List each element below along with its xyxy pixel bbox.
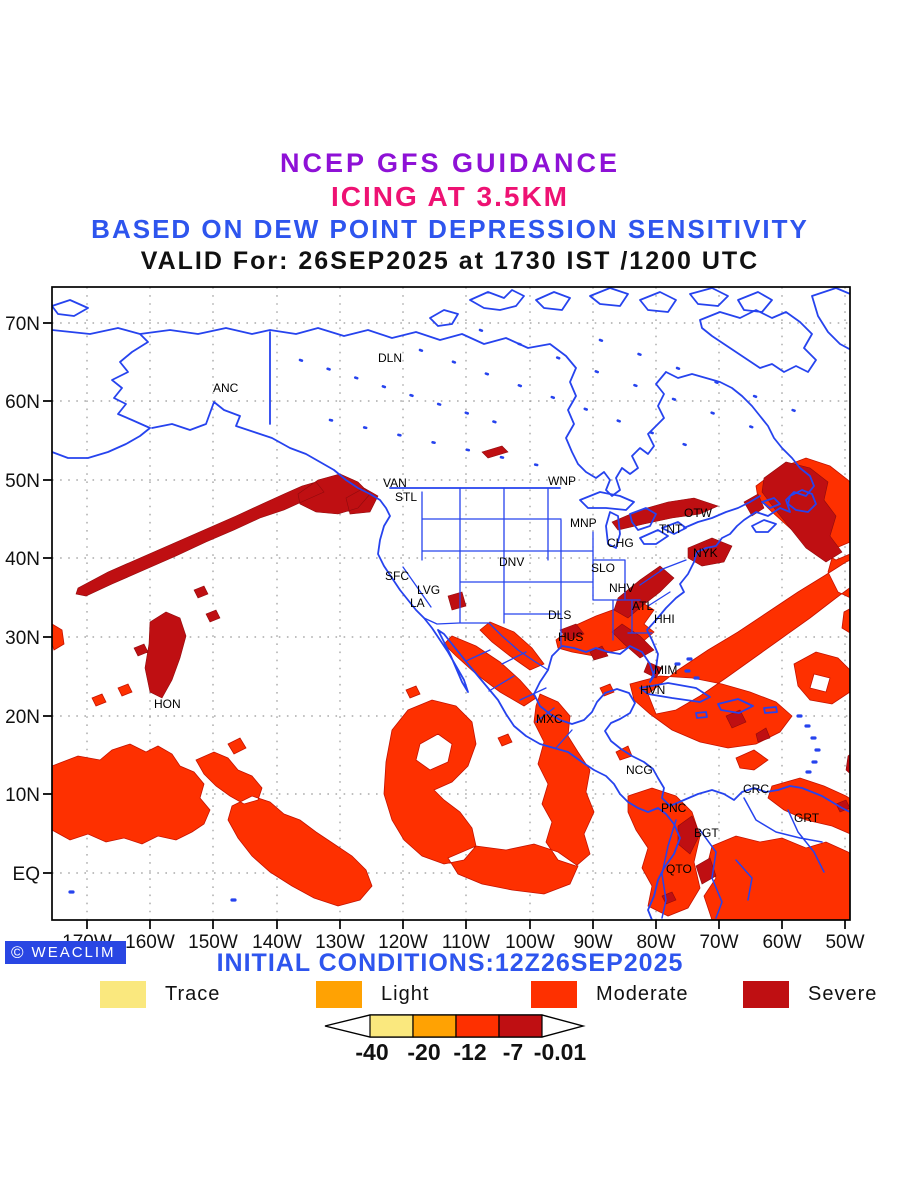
latitude-labels: 70N 60N 50N 40N 30N 20N 10N EQ bbox=[5, 314, 40, 885]
lon-label-50w: 50W bbox=[825, 932, 864, 953]
legend-item-moderate: Moderate bbox=[531, 981, 689, 1008]
city-label-dls: DLS bbox=[548, 608, 571, 622]
city-label-grt: GRT bbox=[794, 811, 820, 825]
city-label-mxc: MXC bbox=[536, 712, 563, 726]
moderate-icing-layer bbox=[52, 457, 850, 920]
city-label-mim: MIM bbox=[654, 663, 677, 677]
city-label-hus: HUS bbox=[558, 630, 583, 644]
city-label-otw: OTW bbox=[684, 506, 713, 520]
legend-label-light: Light bbox=[381, 983, 430, 1005]
colorbar-cell-trace bbox=[369, 1014, 414, 1038]
title-method: BASED ON DEW POINT DEPRESSION SENSITIVIT… bbox=[91, 214, 809, 245]
map-border bbox=[51, 286, 851, 921]
city-label-van: VAN bbox=[383, 476, 407, 490]
lon-label-80w: 80W bbox=[636, 932, 675, 953]
light-swatch bbox=[316, 981, 362, 1008]
city-label-slo: SLO bbox=[591, 561, 615, 575]
island-dots bbox=[68, 657, 821, 902]
city-label-lvg: LVG bbox=[417, 583, 440, 597]
lon-label-110w: 110W bbox=[442, 932, 490, 953]
lat-label-30n: 30N bbox=[5, 628, 40, 649]
south-america-rivers bbox=[661, 797, 825, 919]
colorbar-cell-light bbox=[412, 1014, 457, 1038]
city-label-nyk: NYK bbox=[693, 546, 718, 560]
lon-label-130w: 130W bbox=[315, 932, 365, 953]
lon-label-160w: 160W bbox=[125, 932, 175, 953]
city-label-wnp: WNP bbox=[548, 474, 576, 488]
icing-map: 70N 60N 50N 40N 30N 20N 10N EQ 170W 160W… bbox=[5, 286, 865, 953]
city-label-sfc: SFC bbox=[385, 569, 409, 583]
copyright-icon: © bbox=[11, 943, 26, 962]
colorbar-tick-12: -12 bbox=[453, 1039, 486, 1065]
title-block: NCEP GFS GUIDANCE ICING AT 3.5KM BASED O… bbox=[0, 147, 900, 276]
colorbar-cell-severe bbox=[498, 1014, 543, 1038]
severe-swatch bbox=[743, 981, 789, 1008]
city-label-anc: ANC bbox=[213, 381, 239, 395]
lon-label-70w: 70W bbox=[699, 932, 738, 953]
city-label-la: LA bbox=[410, 596, 425, 610]
lon-label-90w: 90W bbox=[573, 932, 612, 953]
lon-label-60w: 60W bbox=[762, 932, 801, 953]
legend-label-moderate: Moderate bbox=[596, 983, 689, 1005]
city-label-hvn: HVN bbox=[640, 683, 665, 697]
lon-label-150w: 150W bbox=[188, 932, 238, 953]
lon-label-120w: 120W bbox=[378, 932, 428, 953]
legend-item-trace: Trace bbox=[100, 981, 220, 1008]
lon-label-140w: 140W bbox=[252, 932, 302, 953]
coastlines bbox=[52, 299, 850, 920]
city-label-pnc: PNC bbox=[661, 801, 687, 815]
legend-label-trace: Trace bbox=[165, 983, 221, 1005]
city-label-atl: ATL bbox=[632, 599, 653, 613]
caribbean-islands bbox=[639, 682, 778, 719]
lat-label-60n: 60N bbox=[5, 392, 40, 413]
lon-label-100w: 100W bbox=[505, 932, 555, 953]
colorbar-tick-20: -20 bbox=[407, 1039, 440, 1065]
legend-item-light: Light bbox=[316, 981, 429, 1008]
lake-speckles-2 bbox=[328, 348, 702, 472]
city-label-hon: HON bbox=[154, 697, 181, 711]
severe-icing-layer bbox=[75, 445, 850, 905]
lake-speckles-3 bbox=[478, 328, 822, 432]
great-lakes bbox=[579, 491, 687, 549]
trace-swatch bbox=[100, 981, 146, 1008]
logo-text: WEACLIM bbox=[31, 944, 116, 961]
initial-conditions-text: INITIAL CONDITIONS:12Z26SEP2025 bbox=[216, 949, 684, 977]
moderate-swatch bbox=[531, 981, 577, 1008]
lat-label-20n: 20N bbox=[5, 707, 40, 728]
title-valid-time: VALID For: 26SEP2025 at 1730 IST /1200 U… bbox=[140, 246, 760, 275]
city-label-dnv: DNV bbox=[499, 555, 524, 569]
arctic-islands bbox=[429, 287, 850, 373]
weaclim-logo: © WEACLIM bbox=[5, 941, 126, 964]
city-label-bgt: BGT bbox=[694, 826, 719, 840]
city-label-qto: QTO bbox=[666, 862, 692, 876]
legend-item-severe: Severe bbox=[743, 981, 877, 1008]
colorbar-cell-moderate bbox=[455, 1014, 500, 1038]
city-label-hhi: HHI bbox=[654, 612, 675, 626]
legend-label-severe: Severe bbox=[808, 983, 878, 1005]
colorbar-tick-001: -0.01 bbox=[534, 1039, 587, 1065]
title-model: NCEP GFS GUIDANCE bbox=[279, 148, 621, 178]
title-product: ICING AT 3.5KM bbox=[330, 180, 569, 212]
axis-ticks bbox=[43, 322, 846, 929]
city-label-stl: STL bbox=[395, 490, 417, 504]
city-label-ncg: NCG bbox=[626, 763, 653, 777]
city-label-nhv: NHV bbox=[609, 581, 634, 595]
lat-label-50n: 50N bbox=[5, 471, 40, 492]
lake-speckles bbox=[298, 358, 522, 432]
city-label-mnp: MNP bbox=[570, 516, 597, 530]
city-labels: DLN ANC VAN STL WNP MNP CHG OTW TNT NYK … bbox=[154, 351, 820, 876]
colorbar-tick-40: -40 bbox=[355, 1039, 388, 1065]
colorbar-tick-7: -7 bbox=[503, 1039, 523, 1065]
colorbar: -40 -20 -12 -7 -0.01 bbox=[324, 1014, 587, 1065]
city-label-chg: CHG bbox=[607, 536, 634, 550]
city-label-dln: DLN bbox=[378, 351, 402, 365]
lat-label-70n: 70N bbox=[5, 314, 40, 335]
lat-label-10n: 10N bbox=[5, 785, 40, 806]
city-label-tnt: TNT bbox=[659, 522, 683, 536]
lat-label-40n: 40N bbox=[5, 549, 40, 570]
lat-label-eq: EQ bbox=[13, 864, 40, 885]
city-label-crc: CRC bbox=[743, 782, 769, 796]
state-borders bbox=[402, 487, 687, 749]
